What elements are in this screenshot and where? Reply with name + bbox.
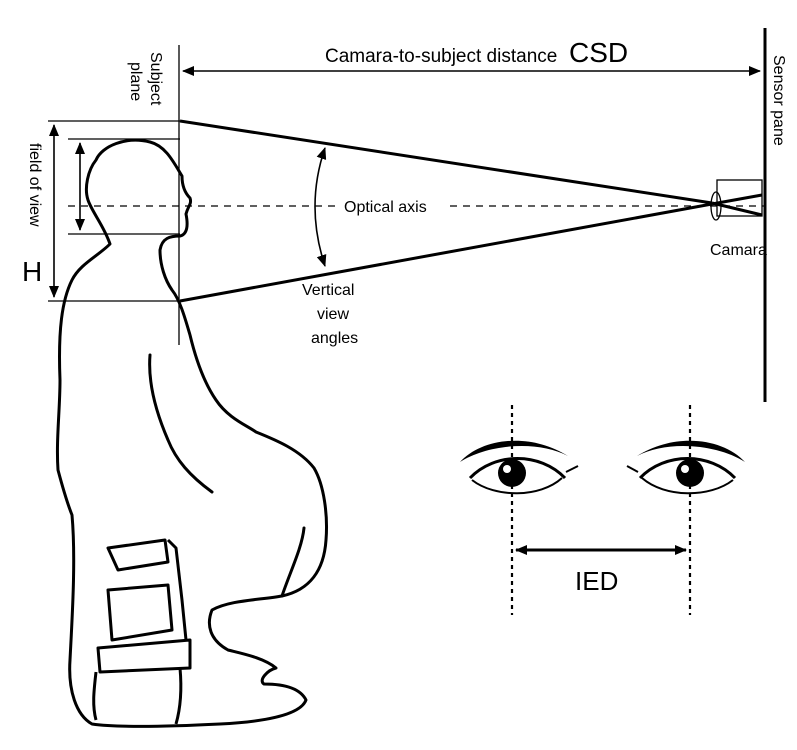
csd-abbreviation: CSD: [569, 37, 628, 68]
camera-label: Camara: [710, 242, 767, 259]
sensor-ray-1: [711, 201, 763, 217]
view-ray-top: [179, 119, 713, 205]
left-eye-icon: [460, 440, 579, 495]
vertical-view-angles-line3: angles: [311, 330, 358, 347]
csd-label: Camara-to-subject distance: [325, 46, 557, 67]
leg-detail: [280, 526, 306, 598]
chair: [92, 538, 192, 725]
right-eye-icon: [626, 440, 745, 495]
seated-person-silhouette: [55, 138, 328, 728]
vertical-view-angles-line1: Vertical: [302, 282, 354, 299]
field-of-view-label: field of view: [26, 143, 43, 227]
subject-plane-label-line1: Subject: [147, 52, 164, 106]
h-label: H: [22, 256, 42, 287]
arm-detail: [148, 353, 214, 494]
vertical-view-angles-line2: view: [317, 306, 349, 323]
sensor-pane-label: Sensor pane: [770, 55, 787, 146]
view-angle-arc: [314, 147, 327, 267]
camera-icon: [710, 179, 763, 221]
subject-plane-label-line2: plane: [127, 62, 144, 101]
ied-label: IED: [575, 566, 618, 596]
view-ray-bottom: [179, 202, 713, 303]
optical-axis-label: Optical axis: [344, 199, 427, 216]
